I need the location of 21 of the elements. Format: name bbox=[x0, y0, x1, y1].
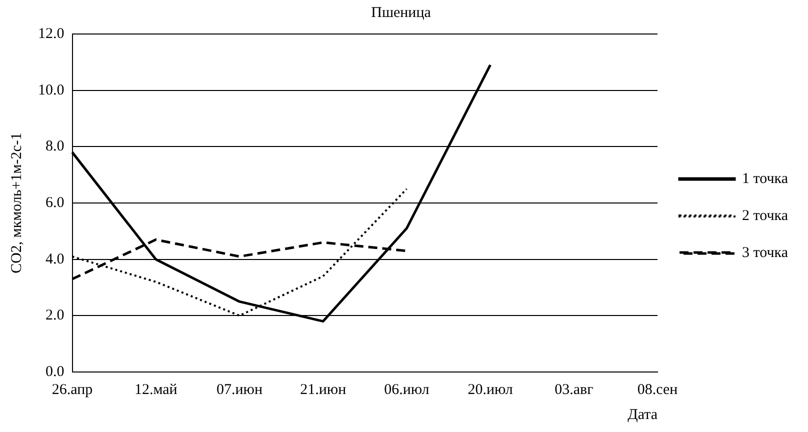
x-tick-label: 03.авг bbox=[554, 382, 594, 398]
y-tick-label: 10.0 bbox=[38, 82, 64, 98]
x-axis-title: Дата bbox=[628, 406, 658, 423]
y-tick-label: 8.0 bbox=[46, 138, 64, 155]
x-tick-label: 06.июл bbox=[384, 382, 430, 398]
legend-label: 2 точка bbox=[742, 208, 788, 224]
y-tick-label: 4.0 bbox=[46, 251, 64, 268]
y-axis-title: CO2, мкмоль+1м-2с-1 bbox=[8, 132, 25, 274]
y-tick-label: 2.0 bbox=[46, 308, 64, 324]
y-tick-label: 12.0 bbox=[38, 26, 64, 42]
x-tick-label: 08.сен bbox=[637, 382, 678, 398]
legend-label: 3 точка bbox=[742, 244, 788, 261]
x-tick-label: 20.июл bbox=[468, 382, 514, 398]
chart-title: Пшеница bbox=[371, 4, 432, 21]
legend-label: 1 точка bbox=[742, 170, 788, 187]
x-tick-label: 26.апр bbox=[52, 382, 93, 398]
x-tick-label: 21.июн bbox=[300, 382, 346, 398]
y-tick-label: 6.0 bbox=[46, 194, 64, 211]
x-tick-label: 12.май bbox=[134, 382, 178, 398]
x-tick-label: 07.июн bbox=[216, 382, 262, 398]
y-tick-label: 0.0 bbox=[46, 364, 64, 380]
